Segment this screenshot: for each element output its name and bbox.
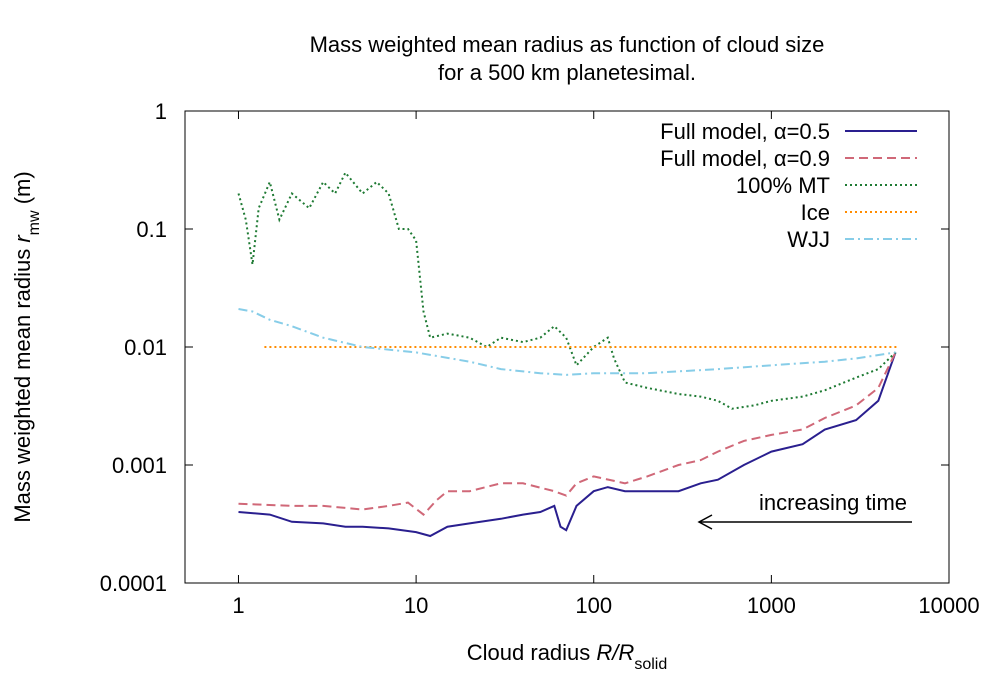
legend-label: WJJ [787,227,830,252]
chart-title: for a 500 km planetesimal. [438,60,696,85]
x-tick-label: 1 [232,593,244,618]
legend-label: Ice [801,200,830,225]
chart-title: Mass weighted mean radius as function of… [310,32,825,57]
series-line [238,308,896,376]
x-tick-label: 100 [575,593,612,618]
annotation: increasing time [759,490,907,515]
series-line [238,351,897,516]
y-tick-label: 1 [155,99,167,124]
y-label-symbol: r [10,234,35,243]
x-axis-label: Cloud radius R/Rsolid [467,640,667,673]
series-line [238,352,897,538]
x-tick-label: 1000 [747,593,796,618]
x-label-text: Cloud radius [467,640,597,665]
x-tick-label: 10 [404,593,428,618]
y-label-subscript: mw [26,210,43,235]
y-tick-label: 0.0001 [100,571,167,596]
legend-label: 100% MT [736,173,830,198]
legend-label: Full model, α=0.9 [660,146,830,171]
x-tick-label: 10000 [918,593,979,618]
y-tick-label: 0.1 [136,217,167,242]
y-label-unit: (m) [10,171,35,210]
y-tick-label: 0.001 [112,453,167,478]
legend-label: Full model, α=0.5 [660,119,830,144]
x-label-subscript: solid [634,656,667,673]
annotation-arrowhead [697,514,713,530]
y-axis-label: Mass weighted mean radius rmw (m) [10,171,43,522]
x-label-symbol: R/R [596,640,634,665]
y-tick-label: 0.01 [124,335,167,360]
y-label-text: Mass weighted mean radius [10,243,35,523]
series-line [237,170,897,410]
